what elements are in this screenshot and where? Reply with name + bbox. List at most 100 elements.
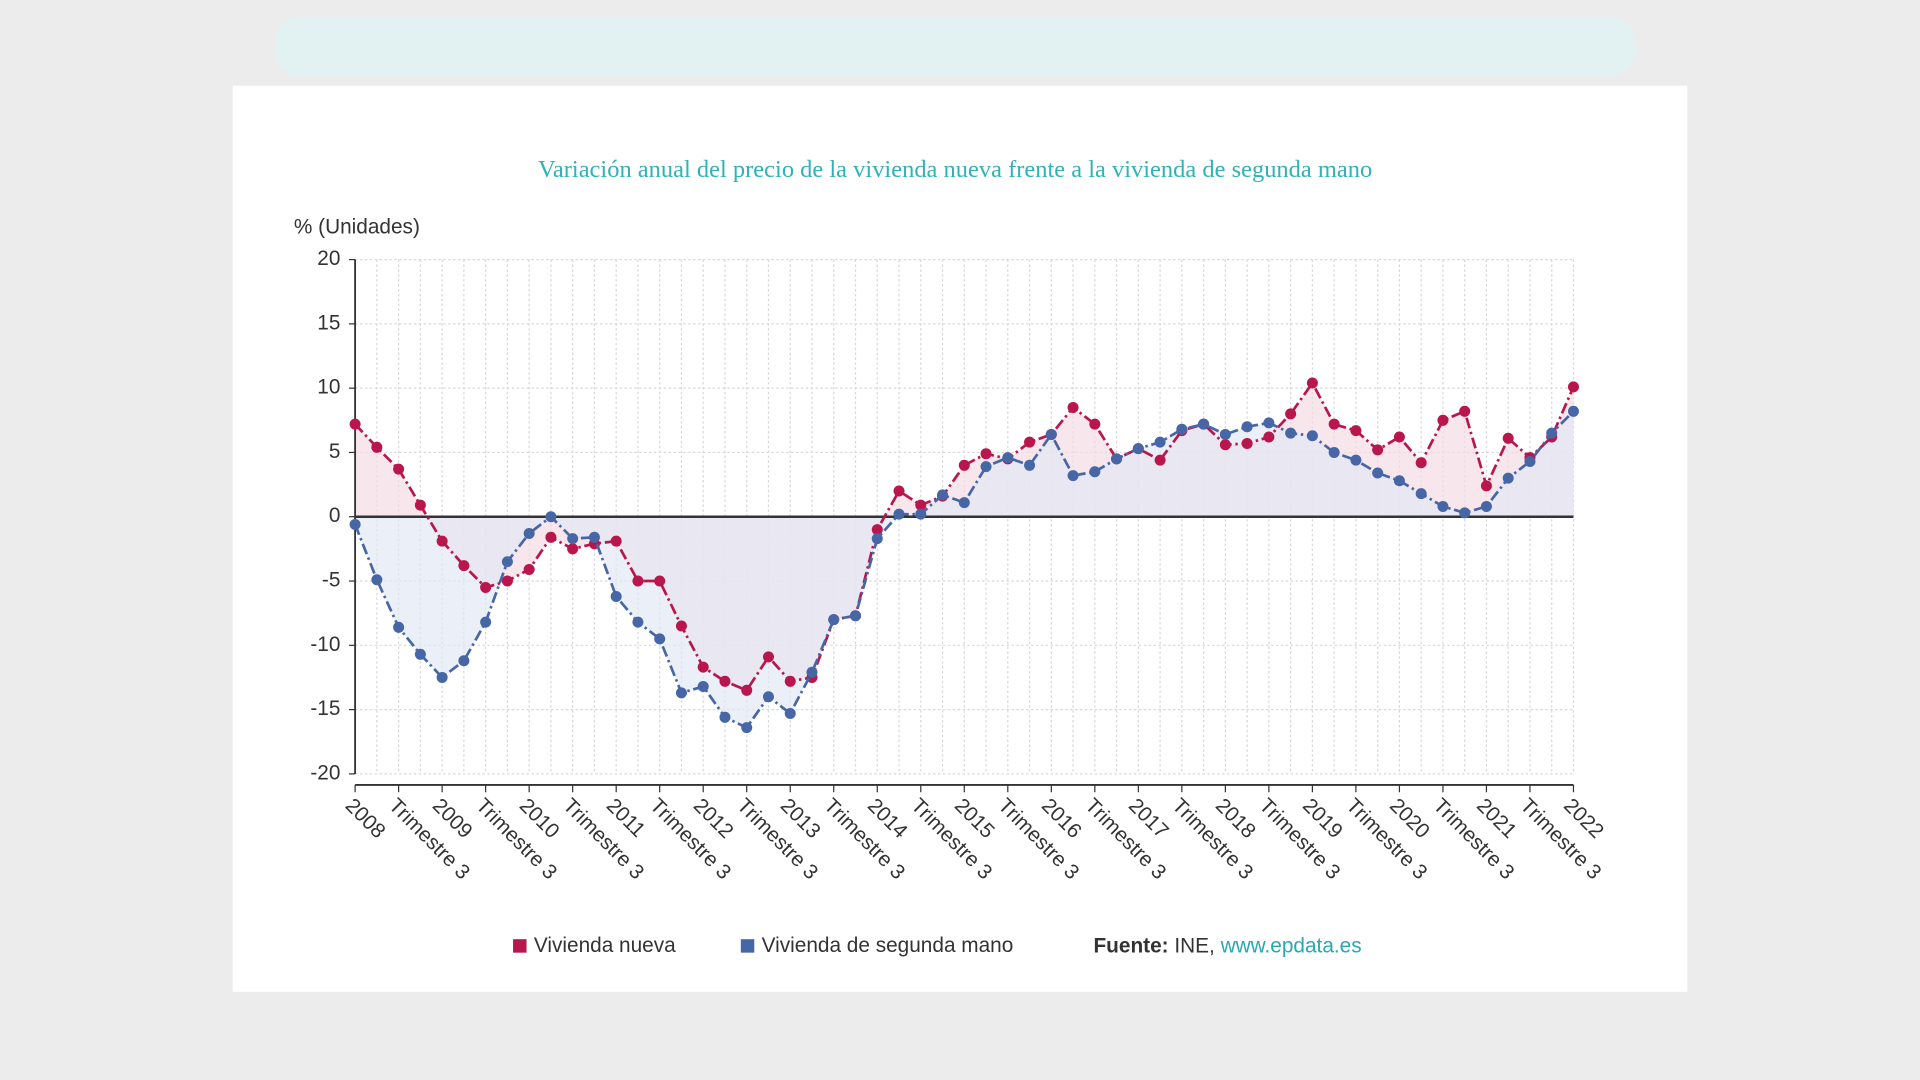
point: [1132, 443, 1144, 455]
point: [915, 499, 927, 511]
source-link[interactable]: www.epdata.es: [1220, 934, 1362, 957]
point: [371, 441, 383, 453]
point: [741, 722, 753, 734]
point: [1024, 459, 1036, 471]
point: [1328, 446, 1340, 458]
point: [1502, 472, 1514, 484]
point: [806, 666, 818, 678]
point: [762, 691, 774, 703]
point: [871, 524, 883, 536]
point: [501, 575, 513, 587]
point: [915, 508, 927, 520]
point: [871, 533, 883, 545]
legend-swatch: [740, 939, 755, 953]
point: [1306, 377, 1318, 389]
point: [523, 563, 535, 575]
point: [675, 687, 687, 699]
point: [414, 648, 426, 660]
point: [1524, 455, 1536, 467]
y-tick-label: -20: [310, 761, 340, 784]
point: [654, 575, 666, 587]
point: [958, 497, 970, 509]
legend-label: Vivienda de segunda mano: [762, 934, 1014, 957]
point: [1459, 507, 1471, 519]
y-tick-label: 15: [317, 311, 340, 334]
point: [828, 614, 840, 626]
point: [567, 543, 579, 555]
point: [741, 684, 753, 696]
point: [1480, 500, 1492, 512]
point: [393, 621, 405, 633]
y-tick-label: -10: [310, 633, 340, 656]
point: [958, 459, 970, 471]
point: [371, 574, 383, 586]
point: [349, 418, 361, 430]
point: [414, 499, 426, 511]
legend-label: Vivienda nueva: [534, 934, 676, 957]
point: [654, 633, 666, 645]
source-label: Fuente:: [1093, 934, 1168, 957]
point: [1263, 431, 1275, 443]
point: [1241, 437, 1253, 449]
point: [1567, 405, 1579, 417]
point: [458, 655, 470, 667]
point: [610, 535, 622, 547]
point: [393, 463, 405, 475]
point: [1089, 466, 1101, 478]
point: [1002, 452, 1014, 464]
point: [1154, 436, 1166, 448]
y-tick-label: 0: [329, 504, 341, 527]
point: [719, 711, 731, 723]
point: [632, 575, 644, 587]
point: [980, 448, 992, 460]
point: [1393, 475, 1405, 487]
point: [545, 531, 557, 543]
point: [545, 511, 557, 523]
point: [1176, 423, 1188, 435]
y-tick-label: 20: [317, 247, 340, 270]
point: [1045, 428, 1057, 440]
point: [1350, 425, 1362, 437]
point: [1306, 430, 1318, 442]
point: [784, 707, 796, 719]
point: [1219, 428, 1231, 440]
header-blur: [275, 17, 1635, 76]
point: [1502, 432, 1514, 444]
source: Fuente: INE, www.epdata.es: [1093, 934, 1361, 957]
point: [1372, 467, 1384, 479]
y-tick-label: -5: [322, 569, 341, 592]
legend-swatch: [513, 939, 527, 953]
legend: Vivienda nueva Vivienda de segunda mano …: [513, 934, 1362, 957]
point: [1437, 414, 1449, 426]
point: [849, 610, 862, 622]
point: [436, 671, 448, 683]
point: [893, 485, 905, 497]
point: [1111, 453, 1123, 465]
point: [1219, 439, 1231, 451]
area: [355, 411, 1574, 728]
point: [719, 675, 731, 687]
point: [1480, 480, 1492, 492]
point: [1263, 417, 1275, 429]
point: [632, 616, 644, 628]
point: [1328, 418, 1340, 430]
point: [1241, 421, 1253, 433]
point: [1067, 401, 1079, 413]
y-tick-label: 10: [317, 376, 340, 399]
point: [436, 535, 448, 547]
point: [501, 556, 513, 568]
y-tick-label: 5: [329, 440, 341, 463]
point: [349, 518, 361, 530]
point: [1154, 454, 1166, 466]
point: [697, 661, 709, 673]
point: [784, 675, 796, 687]
point: [1546, 427, 1558, 439]
point: [1089, 418, 1101, 430]
y-tick-label: -15: [310, 697, 340, 720]
point: [697, 680, 709, 692]
point: [1567, 381, 1579, 393]
point: [458, 560, 470, 572]
